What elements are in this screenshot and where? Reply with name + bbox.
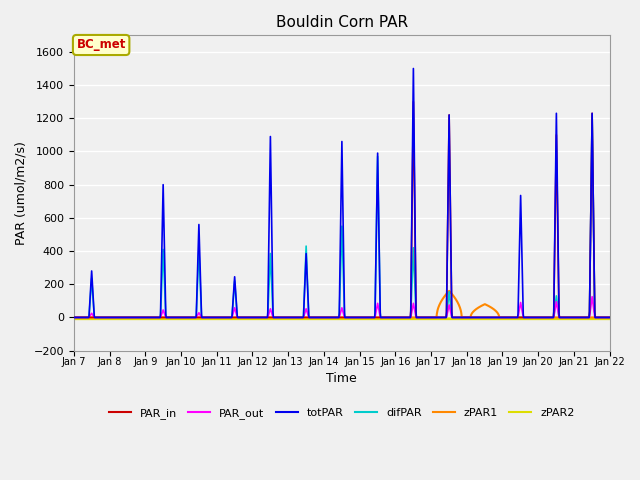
Text: BC_met: BC_met xyxy=(76,38,126,51)
Title: Bouldin Corn PAR: Bouldin Corn PAR xyxy=(276,15,408,30)
Legend: PAR_in, PAR_out, totPAR, difPAR, zPAR1, zPAR2: PAR_in, PAR_out, totPAR, difPAR, zPAR1, … xyxy=(104,404,579,423)
X-axis label: Time: Time xyxy=(326,372,357,385)
Y-axis label: PAR (umol/m2/s): PAR (umol/m2/s) xyxy=(15,141,28,245)
